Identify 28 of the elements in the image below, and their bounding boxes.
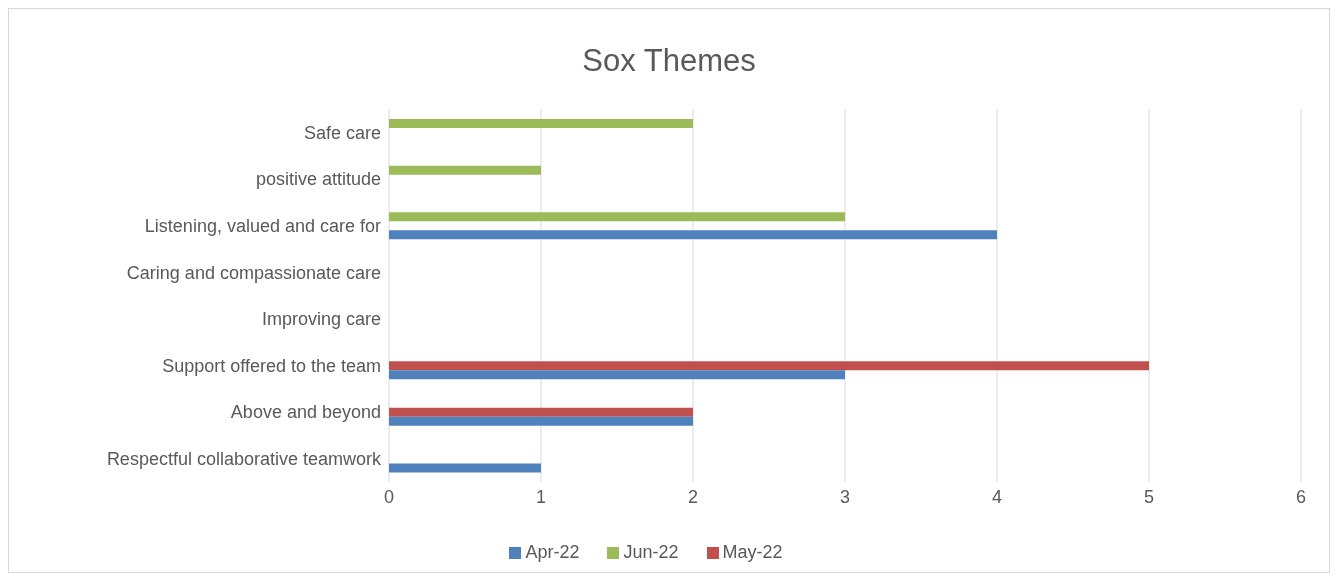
legend-label: Jun-22 xyxy=(623,542,679,562)
x-tick-label: 2 xyxy=(687,486,699,507)
y-tick-label: Support offered to the team xyxy=(162,355,381,376)
bar xyxy=(389,119,693,128)
y-tick-label: Caring and compassionate care xyxy=(126,262,381,283)
y-tick-label: positive attitude xyxy=(255,169,381,190)
legend-label: May-22 xyxy=(722,542,783,562)
y-tick-label: Respectful collaborative teamwork xyxy=(106,449,382,470)
x-tick-label: 5 xyxy=(1143,486,1155,507)
bar xyxy=(389,407,693,417)
x-tick-label: 4 xyxy=(991,486,1003,507)
y-tick-label: Safe care xyxy=(303,122,381,143)
bar xyxy=(389,370,845,380)
y-tick-label: Improving care xyxy=(261,309,381,330)
y-tick-label: Above and beyond xyxy=(230,402,381,423)
bar xyxy=(389,416,693,426)
y-tick-label: Listening, valued and care for xyxy=(144,215,381,236)
legend-label: Apr-22 xyxy=(525,542,580,562)
bar xyxy=(389,165,541,175)
x-tick-label: 6 xyxy=(1295,486,1307,507)
bar xyxy=(389,230,997,240)
bar xyxy=(389,361,1149,371)
x-tick-label: 3 xyxy=(839,486,851,507)
bar xyxy=(389,463,541,473)
x-tick-label: 0 xyxy=(383,486,395,507)
bar xyxy=(389,212,845,222)
chart-title: Sox Themes xyxy=(581,42,757,80)
x-tick-label: 1 xyxy=(535,486,547,507)
